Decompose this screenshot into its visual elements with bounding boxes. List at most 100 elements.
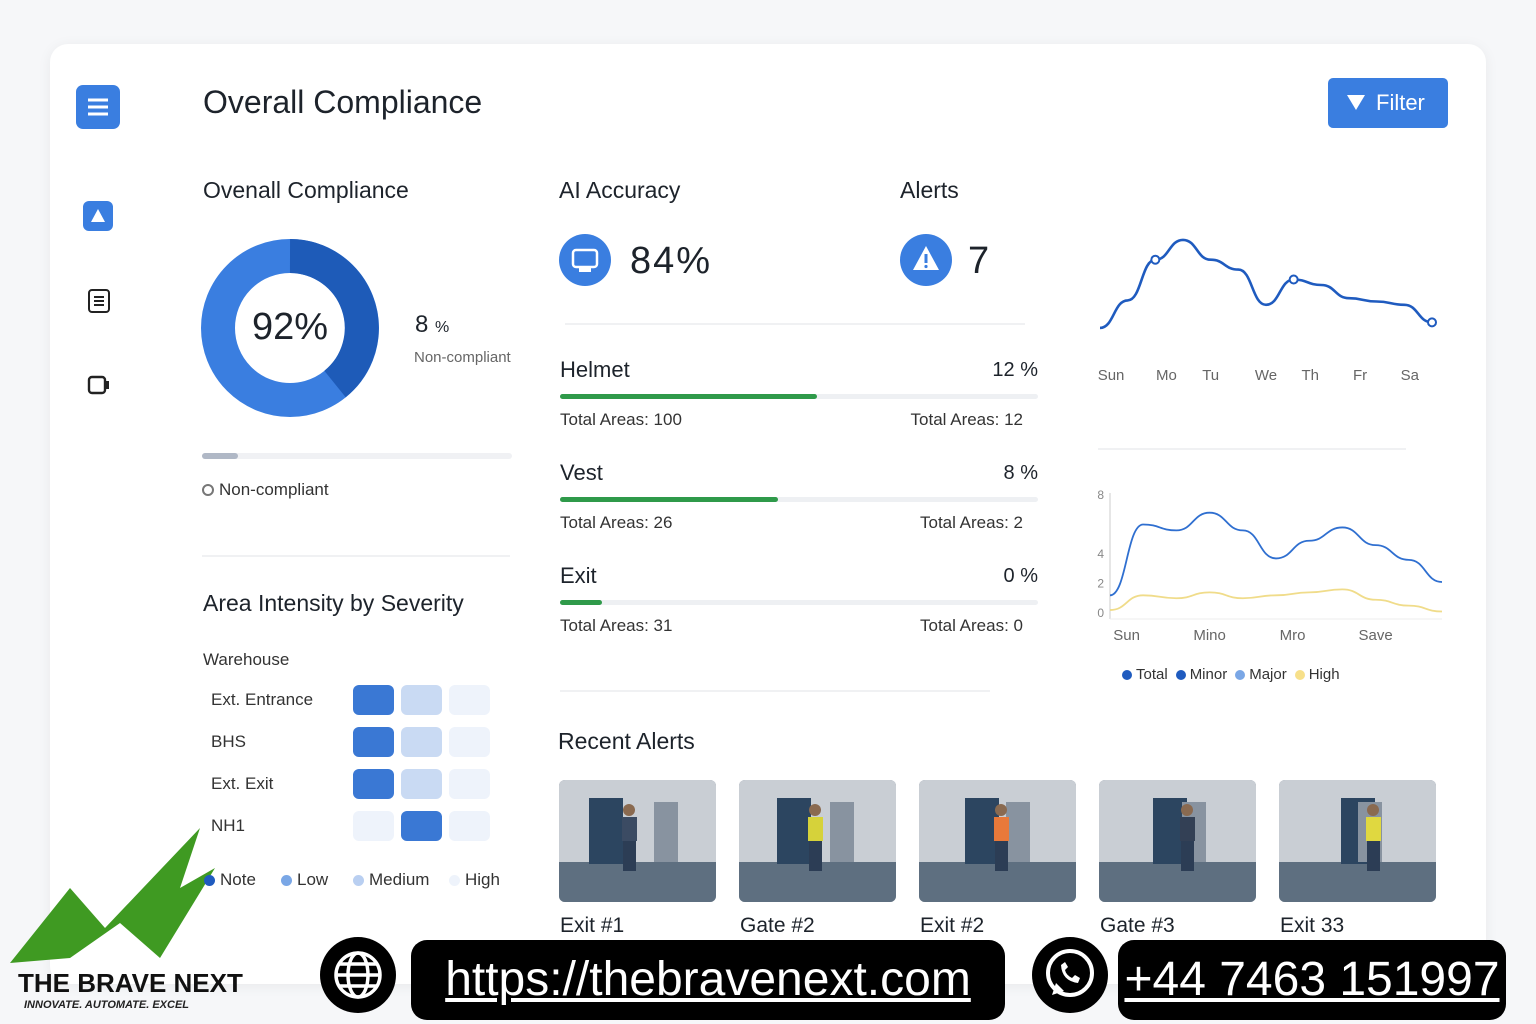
x-tick-label: Sun (1098, 367, 1125, 384)
heat-row-label: Ext. Exit (211, 774, 274, 793)
menu-button[interactable] (76, 85, 120, 129)
legend-noncompliant: Non-compliant (202, 480, 329, 500)
globe-icon (320, 937, 396, 1013)
y-tick-label: 4 (1097, 547, 1104, 561)
alert-thumbnail[interactable] (1279, 780, 1436, 902)
alert-label: Gate #2 (740, 914, 815, 937)
heat-row-label: NH1 (211, 816, 246, 835)
url[interactable]: https://thebravenext.com (411, 940, 1005, 1020)
alert-thumbnail[interactable] (559, 780, 716, 902)
y-tick-label: 0 (1097, 606, 1104, 620)
filter-label: Filter (1376, 90, 1425, 115)
nav-reports[interactable] (86, 288, 112, 314)
alert-icon (900, 234, 952, 286)
divider (565, 323, 1025, 325)
ppe-percent: 12 % (992, 359, 1038, 381)
nav-camera[interactable] (86, 373, 112, 397)
nav-alerts[interactable] (83, 201, 113, 231)
ppe-left: Total Areas: 26 (560, 513, 673, 532)
y-tick-label: 8 (1097, 488, 1104, 502)
heat-cell (449, 685, 490, 715)
side-unit: % (435, 319, 450, 336)
point (1150, 254, 1161, 265)
point (1427, 317, 1437, 328)
brand-tagline: INNOVATE. AUTOMATE. EXCEL (24, 999, 190, 1011)
divider (202, 555, 510, 557)
progress (202, 453, 512, 459)
heat-cell (401, 769, 442, 799)
intensity-title: Area Intensity by Severity (203, 590, 464, 616)
alert-thumbnail[interactable] (1099, 780, 1256, 902)
heat-row-label: Ext. Entrance (211, 690, 314, 709)
alert-thumbnail[interactable] (919, 780, 1076, 902)
ai-icon (559, 234, 611, 286)
alerts-value: 7 (968, 240, 990, 282)
heat-cell (353, 769, 394, 799)
legend-item: Major (1235, 666, 1287, 683)
heat-cell (401, 727, 442, 757)
x-tick-label: Save (1358, 627, 1392, 644)
alert-label: Exit #1 (560, 914, 625, 937)
x-tick-label: Th (1302, 367, 1320, 384)
ppe-left: Total Areas: 100 (560, 410, 682, 429)
x-tick-label: Mo (1156, 367, 1177, 384)
heat-cell (401, 685, 442, 715)
legend-text: Major (1249, 666, 1287, 683)
legend-item: High (1294, 666, 1340, 683)
alert-label: Exit 33 (1280, 914, 1345, 937)
legend-text: Note (220, 870, 256, 889)
alert-thumbnail[interactable] (739, 780, 896, 902)
x-tick-label: Sun (1113, 627, 1140, 644)
ppe-percent: 0 % (1003, 565, 1038, 587)
ppe-right: Total Areas: 2 (919, 513, 1023, 532)
legend-text: High (465, 870, 500, 889)
legend-text: Minor (1189, 666, 1228, 683)
ppe-bar (560, 600, 1038, 605)
heat-legend: Low (281, 870, 328, 890)
brand-logo (10, 828, 215, 963)
heat-cell (401, 811, 442, 841)
intensity-group: Warehouse (203, 650, 290, 669)
heat-cell (449, 727, 490, 757)
heat-cell (449, 811, 490, 841)
heat-cell (353, 811, 394, 841)
x-tick-label: Fr (1353, 367, 1367, 384)
page-title: Overall Compliance (203, 84, 483, 120)
trend-chart: Sun Mo Tu We Th Fr Sa (1098, 238, 1437, 384)
filter-button[interactable]: Filter (1328, 78, 1448, 128)
ppe-name: Helmet (560, 357, 630, 382)
heat-cell (353, 727, 394, 757)
ppe-bar (560, 394, 1038, 399)
ppe-name: Exit (560, 563, 597, 588)
phone[interactable]: +44 7463 151997 (1118, 940, 1506, 1020)
line (1099, 238, 1433, 330)
ppe-name: Vest (560, 460, 603, 485)
divider (560, 690, 990, 692)
ppe-right: Total Areas: 12 (910, 410, 1023, 429)
compliance-title: Ovenall Compliance (203, 177, 409, 203)
alert-label: Exit #2 (920, 914, 985, 937)
x-tick-label: Mino (1193, 627, 1226, 644)
heat-legend: Note (204, 870, 256, 890)
severity-chart: Sun Mino Mro Save 0 2 4 8 (1097, 488, 1443, 644)
x-tick-label: Mro (1280, 627, 1306, 644)
ai-title: AI Accuracy (559, 177, 681, 203)
legend-text: Non-compliant (219, 480, 329, 499)
legend-text: High (1308, 666, 1340, 683)
alert-label: Gate #3 (1100, 914, 1175, 937)
heat-row-label: BHS (211, 732, 246, 751)
heat-legend: High (449, 870, 500, 890)
ppe-left: Total Areas: 31 (560, 616, 673, 635)
ai-value: 84% (630, 240, 713, 282)
ppe-right: Total Areas: 0 (919, 616, 1023, 635)
legend-text: Low (297, 870, 329, 889)
donut (201, 239, 379, 417)
side-number: 8 (415, 311, 429, 338)
whatsapp-icon (1032, 937, 1108, 1013)
line (1109, 588, 1443, 613)
point (1288, 274, 1299, 285)
legend-text: Total (1136, 666, 1168, 683)
line (1109, 511, 1443, 597)
x-tick-label: We (1255, 367, 1277, 384)
ppe-percent: 8 % (1003, 462, 1038, 484)
